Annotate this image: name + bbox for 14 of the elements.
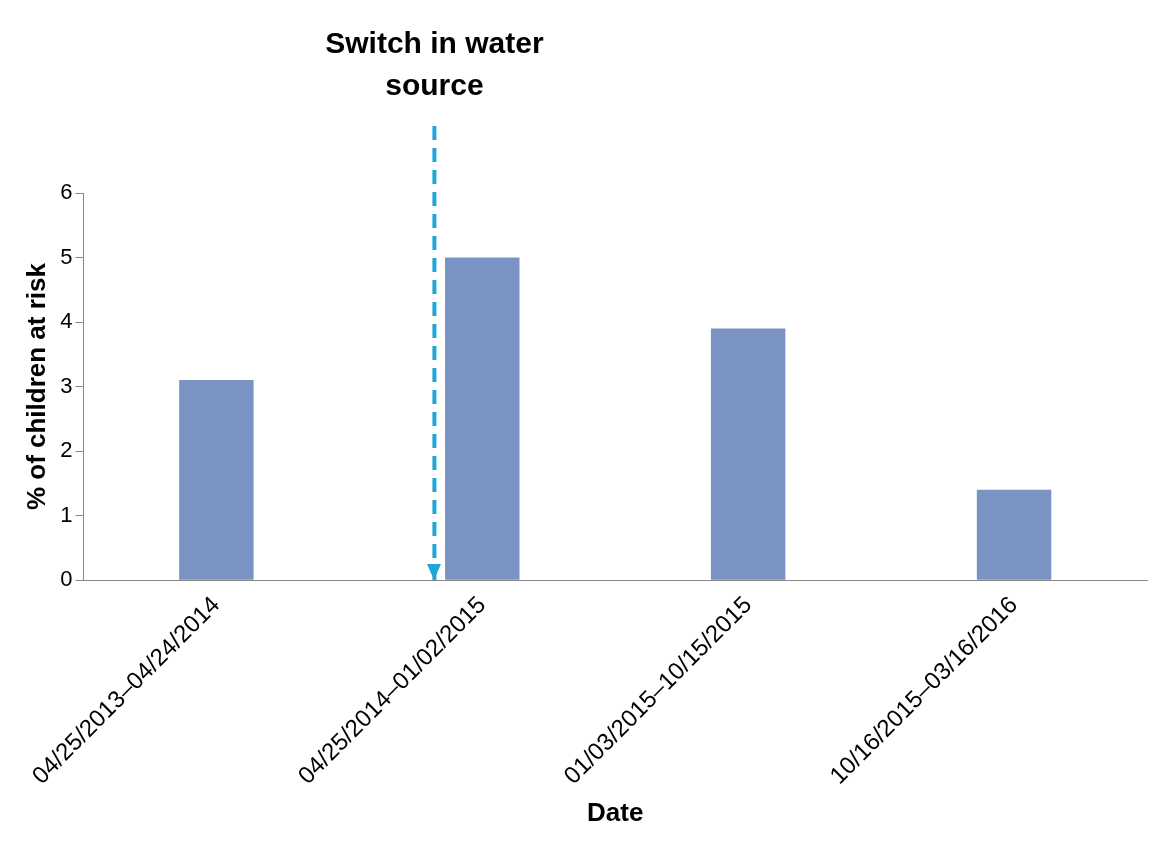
y-tick-label: 5 xyxy=(60,243,73,269)
bar xyxy=(976,489,1052,580)
y-tick-label: 1 xyxy=(60,501,73,527)
y-axis-title: % of children at risk xyxy=(20,262,51,511)
y-tick-label: 0 xyxy=(60,566,73,592)
y-tick-label: 4 xyxy=(60,308,73,334)
bar xyxy=(179,380,254,580)
y-tick-label: 3 xyxy=(60,372,73,398)
ref-line-label: Switch in water source xyxy=(325,26,544,101)
y-tick-label: 2 xyxy=(60,437,73,463)
bar xyxy=(710,328,786,580)
x-axis-title: Date xyxy=(587,796,644,827)
bar xyxy=(445,257,520,580)
y-tick-label: 6 xyxy=(60,179,73,205)
